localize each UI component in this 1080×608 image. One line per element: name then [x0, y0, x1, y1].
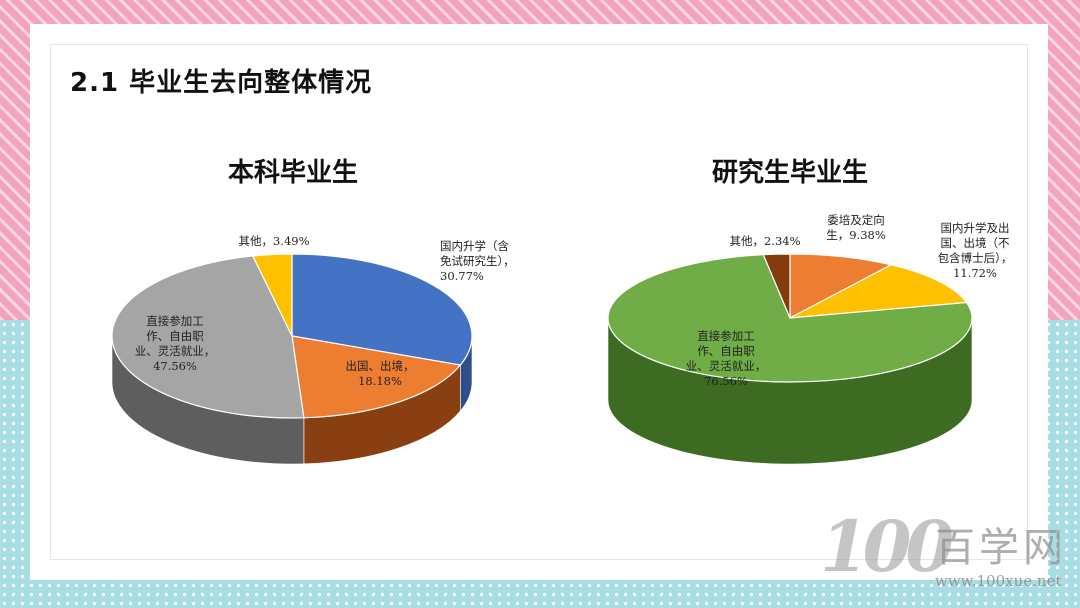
pie-chart-0: 国内升学（含免试研究生）， 30.77% 出国、出境， 18.18% 直接参加工作、自由…	[111, 234, 515, 465]
pie-slice-0-3	[251, 253, 293, 337]
slice-label-1-2: 直接参加工作、自由职业、灵活就业， 76.56%	[686, 329, 767, 388]
pie-slice-1-2	[607, 254, 973, 383]
pie-slice-1-3	[762, 253, 791, 319]
pie-slice-1-1	[789, 264, 968, 319]
slice-label-0-3: 其他，3.49%	[238, 234, 309, 248]
slice-label-0-0: 国内升学（含免试研究生）， 30.77%	[440, 239, 515, 283]
pie-slice-0-0	[291, 253, 473, 366]
slice-label-1-1: 国内升学及出国、出境（不包含博士后）， 11.72%	[938, 221, 1013, 280]
watermark-url: www.100xue.net	[935, 572, 1062, 590]
pie-slice-1-0	[789, 253, 893, 319]
chart-title-graduate: 研究生毕业生	[711, 158, 868, 188]
watermark-number: 100	[820, 505, 954, 588]
chart-title-undergraduate: 本科毕业生	[227, 158, 358, 188]
pie-slice-0-2	[111, 255, 305, 419]
pie-chart-1: 委培及定向生，9.38% 国内升学及出国、出境（不包含博士后）， 11.72% 直接参…	[607, 213, 1013, 465]
watermark-name: 百学网	[935, 525, 1067, 571]
slice-label-0-2: 直接参加工作、自由职业、灵活就业， 47.56%	[135, 314, 216, 373]
slice-label-0-1: 出国、出境， 18.18%	[346, 359, 415, 388]
page-title: 2.1 毕业生去向整体情况	[70, 68, 373, 98]
pie-slice-0-1	[291, 335, 462, 419]
slice-label-1-3: 其他，2.34%	[729, 234, 800, 248]
slice-label-1-0: 委培及定向生，9.38%	[826, 213, 886, 242]
